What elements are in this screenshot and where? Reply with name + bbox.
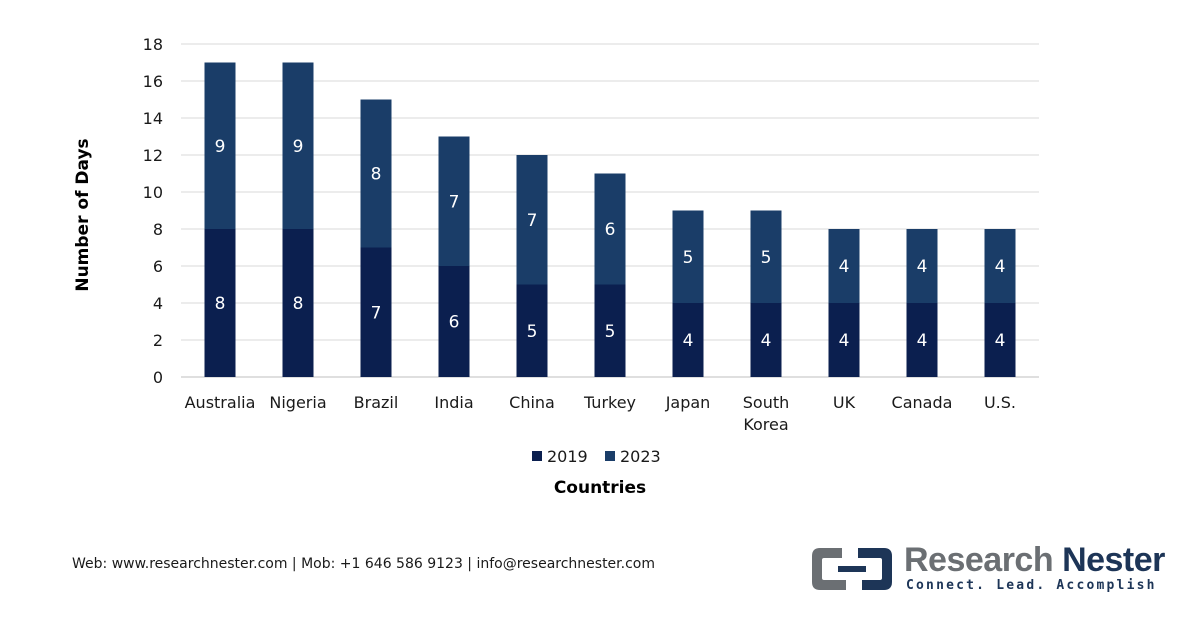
- research-nester-logo-icon: [812, 548, 892, 590]
- bar-segment-2023: [516, 155, 548, 285]
- y-tick-label: 12: [143, 146, 163, 165]
- data-label-2019: 8: [215, 294, 226, 314]
- data-label-2023: 5: [683, 248, 694, 268]
- bar-segment-2019: [672, 303, 704, 377]
- legend-label-2019: 2019: [547, 447, 588, 466]
- data-label-2023: 8: [371, 165, 382, 185]
- bar-segment-2023: [594, 173, 626, 285]
- y-axis-title: Number of Days: [73, 138, 93, 291]
- y-tick-label: 14: [143, 109, 163, 128]
- y-tick-label: 6: [153, 257, 163, 276]
- x-axis-category-labels: Australia Nigeria Brazil India China Turkey Ja…: [185, 393, 1016, 434]
- data-label-2019: 4: [683, 331, 694, 351]
- bar-segment-2019: [360, 247, 392, 377]
- data-label-2019: 8: [293, 294, 304, 314]
- data-label-2019: 7: [371, 303, 382, 323]
- brand-logo-block: Research Nester Connect. Lead. Accomplis…: [808, 540, 1168, 600]
- legend-swatch-2023: [605, 451, 615, 461]
- x-tick-label: India: [434, 393, 473, 412]
- legend-swatch-2019: [532, 451, 542, 461]
- data-label-2023: 5: [761, 248, 772, 268]
- data-label-2023: 6: [605, 220, 616, 240]
- bar-segment-2019: [204, 229, 236, 377]
- brand-name-part2: Nester: [1062, 541, 1165, 579]
- x-tick-label: Turkey: [583, 393, 636, 412]
- data-label-2019: 6: [449, 313, 460, 333]
- bar-segment-2023: [360, 99, 392, 248]
- y-axis-ticks: 0 2 4 6 8 10 12 14 16 18: [143, 35, 163, 387]
- x-tick-label: South Korea: [743, 393, 790, 434]
- y-tick-label: 0: [153, 368, 163, 387]
- x-tick-label: Canada: [892, 393, 953, 412]
- x-tick-label: U.S.: [984, 393, 1016, 412]
- x-tick-label: Australia: [185, 393, 256, 412]
- brand-name: Research Nester: [904, 540, 1165, 580]
- y-tick-label: 18: [143, 35, 163, 54]
- data-label-2019: 5: [527, 322, 538, 342]
- bar-segment-2019: [516, 284, 548, 377]
- x-tick-label: Brazil: [354, 393, 399, 412]
- legend: 2019 2023: [532, 447, 661, 466]
- bar-segment-2019: [828, 303, 860, 377]
- data-label-2023: 7: [527, 211, 538, 231]
- y-tick-label: 10: [143, 183, 163, 202]
- bars: 8 9 8 9 7 8 6 7 5 7 5 6 4 5 4 5 4 4 4 4 4 4: [204, 62, 1016, 377]
- data-label-2019: 5: [605, 322, 616, 342]
- data-label-2019: 4: [761, 331, 772, 351]
- bar-segment-2023: [282, 62, 314, 229]
- x-tick-label: UK: [833, 393, 856, 412]
- x-tick-label: China: [509, 393, 555, 412]
- data-label-2023: 4: [995, 257, 1006, 277]
- data-label-2023: 7: [449, 192, 460, 212]
- y-tick-label: 2: [153, 331, 163, 350]
- bar-segment-2019: [984, 303, 1016, 377]
- brand-tagline: Connect. Lead. Accomplish: [906, 578, 1157, 593]
- y-tick-label: 8: [153, 220, 163, 239]
- x-axis-title: Countries: [554, 478, 646, 498]
- bar-segment-2023: [672, 210, 704, 303]
- bar-segment-2019: [438, 266, 470, 377]
- data-label-2023: 9: [215, 137, 226, 157]
- stacked-bar-chart: 0 2 4 6 8 10 12 14 16 18 8 9 8 9 7 8 6 7 5 7 5 6 4 5 4 5 4 4 4 4 4 4 A…: [73, 35, 1039, 498]
- y-tick-label: 16: [143, 72, 163, 91]
- brand-name-part1: Research: [904, 541, 1054, 579]
- data-label-2019: 4: [917, 331, 928, 351]
- x-tick-label: Japan: [665, 393, 711, 412]
- footer-contact-info: Web: www.researchnester.com | Mob: +1 64…: [72, 556, 655, 572]
- bar-segment-2023: [204, 62, 236, 229]
- bar-segment-2019: [750, 303, 782, 377]
- data-label-2023: 4: [839, 257, 850, 277]
- bar-segment-2023: [438, 136, 470, 266]
- bar-segment-2019: [906, 303, 938, 377]
- data-label-2019: 4: [995, 331, 1006, 351]
- data-label-2019: 4: [839, 331, 850, 351]
- legend-label-2023: 2023: [620, 447, 661, 466]
- x-tick-label: Nigeria: [269, 393, 326, 412]
- bar-segment-2019: [282, 229, 314, 377]
- y-tick-label: 4: [153, 294, 163, 313]
- bar-segment-2023: [750, 210, 782, 303]
- data-label-2023: 9: [293, 137, 304, 157]
- data-label-2023: 4: [917, 257, 928, 277]
- bar-segment-2023: [906, 229, 938, 303]
- bar-segment-2023: [984, 229, 1016, 303]
- bar-segment-2019: [594, 284, 626, 377]
- bar-segment-2023: [828, 229, 860, 303]
